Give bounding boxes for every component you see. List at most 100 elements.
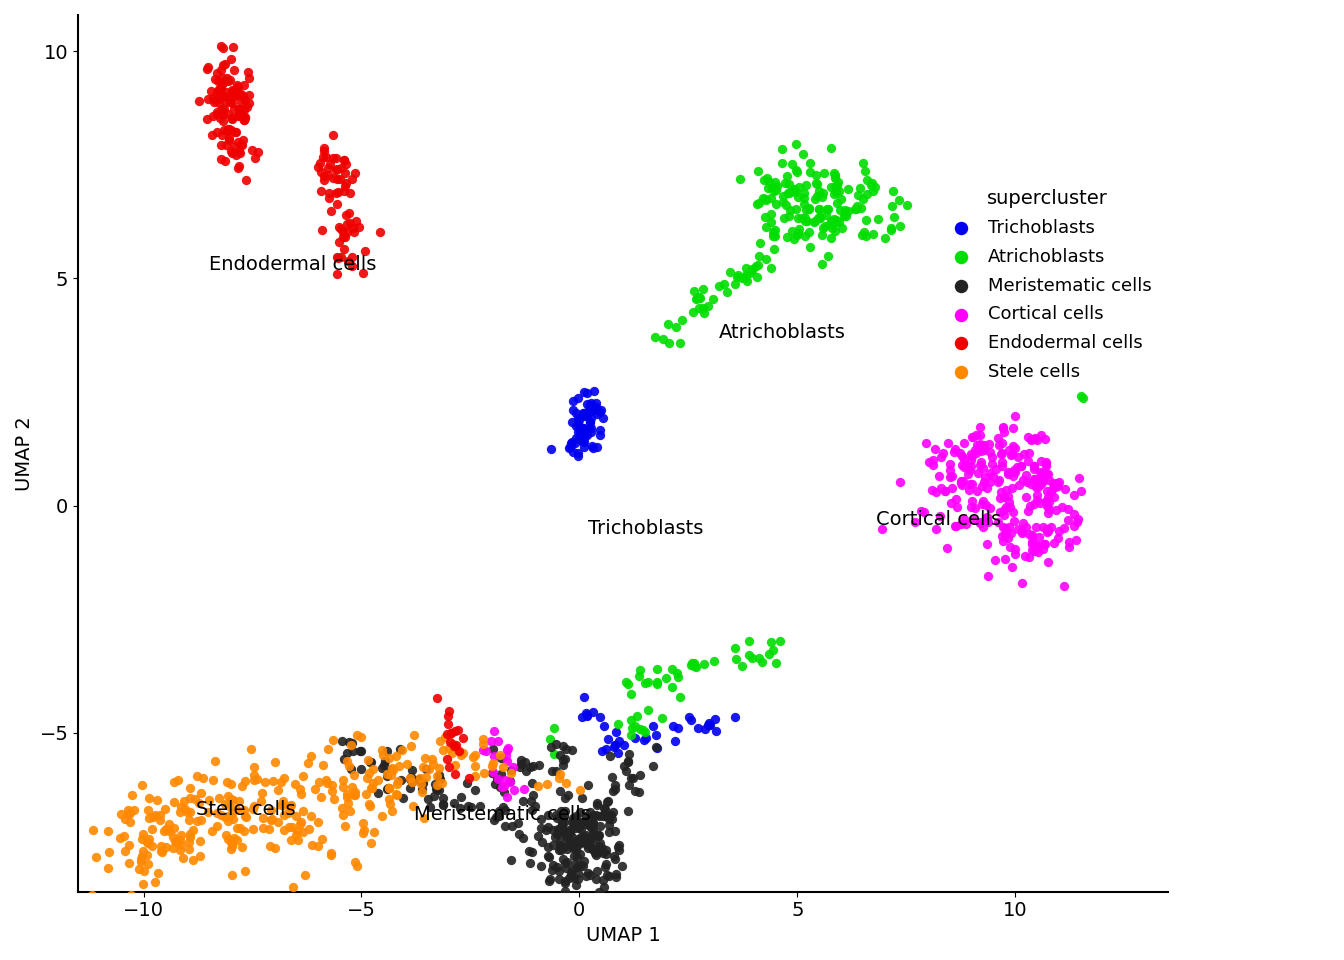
Point bbox=[775, 169, 797, 184]
Point bbox=[212, 113, 234, 129]
Point bbox=[880, 220, 902, 235]
Point bbox=[724, 640, 746, 656]
Point bbox=[571, 834, 593, 850]
Point bbox=[972, 496, 993, 512]
Point bbox=[560, 829, 582, 845]
Point bbox=[837, 204, 859, 219]
Point bbox=[852, 191, 874, 206]
Point bbox=[335, 175, 356, 190]
Point bbox=[1023, 432, 1044, 447]
Point bbox=[491, 780, 512, 795]
Point bbox=[989, 472, 1011, 488]
Point bbox=[270, 774, 292, 789]
Point bbox=[753, 173, 774, 188]
Point bbox=[578, 841, 599, 856]
Point bbox=[171, 838, 192, 853]
Point bbox=[993, 490, 1015, 505]
Point bbox=[220, 146, 242, 161]
Point bbox=[567, 831, 589, 847]
Point bbox=[945, 441, 966, 456]
Point bbox=[331, 160, 352, 176]
Point bbox=[234, 109, 255, 125]
Point bbox=[1025, 519, 1047, 535]
Point bbox=[552, 814, 574, 829]
Point bbox=[1011, 575, 1032, 590]
Point bbox=[1032, 465, 1054, 480]
Point bbox=[810, 256, 832, 272]
Point bbox=[214, 56, 235, 71]
Point bbox=[1038, 467, 1059, 482]
Point bbox=[738, 633, 759, 648]
Point bbox=[403, 728, 425, 743]
Point bbox=[251, 785, 273, 801]
Point bbox=[484, 748, 505, 763]
Point bbox=[289, 816, 310, 831]
Point bbox=[413, 776, 434, 791]
Point bbox=[805, 213, 827, 228]
Point bbox=[993, 519, 1015, 535]
Point bbox=[1031, 467, 1052, 482]
Point bbox=[586, 440, 607, 455]
Point bbox=[555, 826, 577, 841]
Point bbox=[323, 151, 344, 166]
Point bbox=[905, 515, 926, 530]
Point bbox=[968, 466, 989, 481]
Point bbox=[489, 747, 511, 762]
Point bbox=[1038, 554, 1059, 569]
Point bbox=[551, 816, 573, 831]
Point bbox=[1036, 521, 1058, 537]
Point bbox=[559, 833, 581, 849]
Point bbox=[954, 458, 976, 473]
Point bbox=[212, 107, 234, 122]
Point bbox=[362, 775, 383, 790]
Point bbox=[995, 482, 1016, 497]
Point bbox=[519, 843, 540, 858]
Point bbox=[210, 137, 231, 153]
Point bbox=[966, 484, 988, 499]
Point bbox=[132, 876, 153, 892]
Point bbox=[965, 428, 986, 444]
Point bbox=[788, 210, 809, 226]
Point bbox=[714, 276, 735, 292]
Point bbox=[578, 865, 599, 880]
Point bbox=[573, 406, 594, 421]
Point bbox=[329, 171, 351, 186]
Point bbox=[222, 84, 243, 99]
Point bbox=[762, 224, 784, 239]
Point bbox=[844, 202, 866, 217]
Point bbox=[374, 757, 395, 773]
Point bbox=[332, 807, 353, 823]
Point bbox=[962, 512, 984, 527]
Point bbox=[567, 391, 589, 406]
Point bbox=[547, 822, 569, 837]
Point bbox=[831, 191, 852, 206]
Point bbox=[198, 804, 219, 820]
Point bbox=[222, 39, 243, 55]
Point bbox=[888, 474, 910, 490]
Point bbox=[761, 215, 782, 230]
Point bbox=[444, 766, 465, 781]
Point bbox=[915, 435, 937, 450]
Point bbox=[547, 827, 569, 842]
Point bbox=[488, 808, 509, 824]
Point bbox=[325, 185, 347, 201]
Point bbox=[599, 749, 621, 764]
Point bbox=[360, 835, 382, 851]
Point bbox=[151, 838, 172, 853]
Point bbox=[1058, 535, 1079, 550]
Point bbox=[562, 863, 583, 878]
Point bbox=[586, 848, 607, 863]
Point bbox=[444, 796, 465, 811]
Point bbox=[1066, 514, 1087, 529]
Point bbox=[180, 804, 202, 820]
Point bbox=[219, 94, 241, 109]
Point bbox=[284, 777, 305, 792]
Point bbox=[593, 808, 614, 824]
Point bbox=[633, 732, 655, 748]
Point bbox=[386, 788, 407, 804]
Point bbox=[333, 183, 355, 199]
Point bbox=[594, 802, 616, 817]
Point bbox=[825, 212, 847, 228]
Point bbox=[216, 124, 238, 139]
Point bbox=[813, 220, 835, 235]
